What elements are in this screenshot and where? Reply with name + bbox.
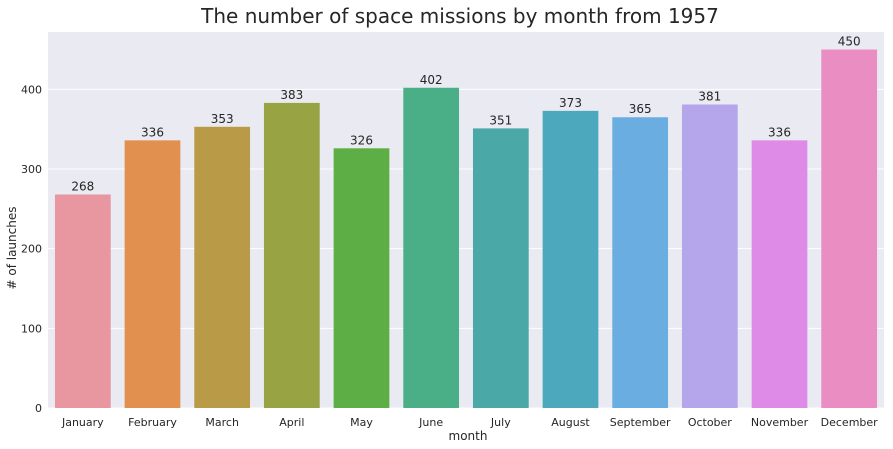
bar-august (542, 110, 599, 408)
data-label-january: 268 (71, 180, 94, 194)
chart-title: The number of space missions by month fr… (200, 4, 719, 28)
y-axis-label: # of launches (5, 207, 19, 290)
bar-july (472, 128, 529, 408)
y-tick-labels: 0 100 200 300 400 (21, 83, 42, 415)
data-label-march: 353 (211, 112, 234, 126)
plot-area (48, 32, 884, 408)
x-tick-label-august: August (551, 416, 590, 429)
bar-june (403, 87, 460, 409)
data-label-february: 336 (141, 125, 164, 139)
bar-december (821, 49, 878, 409)
x-tick-label-march: March (205, 416, 239, 429)
bar-september (612, 117, 669, 408)
x-axis-label: month (449, 429, 488, 443)
bars (54, 49, 878, 409)
x-tick-label-july: July (490, 416, 511, 429)
data-label-april: 383 (280, 88, 303, 102)
bar-may (333, 148, 390, 408)
bar-october (681, 104, 738, 409)
data-label-may: 326 (350, 133, 373, 147)
y-tick-label: 100 (21, 322, 42, 335)
data-labels: 268 336 353 383 326 402 351 373 365 381 336 450 (71, 35, 860, 194)
y-tick-label: 0 (35, 402, 42, 415)
x-tick-label-february: February (128, 416, 177, 429)
data-label-august: 373 (559, 96, 582, 110)
x-tick-label-december: December (821, 416, 879, 429)
x-tick-label-may: May (350, 416, 373, 429)
y-tick-label: 300 (21, 163, 42, 176)
bar-january (54, 194, 111, 408)
bar-february (124, 140, 181, 408)
y-tick-label: 400 (21, 83, 42, 96)
bar-march (194, 126, 251, 409)
x-tick-labels: January February March April May June July Augu… (61, 416, 878, 429)
x-tick-label-september: September (610, 416, 671, 429)
bar-april (263, 102, 320, 408)
bar-november (751, 140, 808, 408)
data-label-july: 351 (489, 113, 512, 127)
y-tick-label: 200 (21, 243, 42, 256)
x-tick-label-june: June (418, 416, 443, 429)
x-tick-label-october: October (688, 416, 732, 429)
data-label-december: 450 (838, 35, 861, 49)
data-label-october: 381 (698, 89, 721, 103)
data-label-november: 336 (768, 125, 791, 139)
data-label-september: 365 (629, 102, 652, 116)
data-label-june: 402 (420, 73, 443, 87)
gridlines (48, 88, 884, 409)
x-tick-label-april: April (279, 416, 304, 429)
x-tick-label-november: November (751, 416, 809, 429)
x-tick-label-january: January (61, 416, 104, 429)
